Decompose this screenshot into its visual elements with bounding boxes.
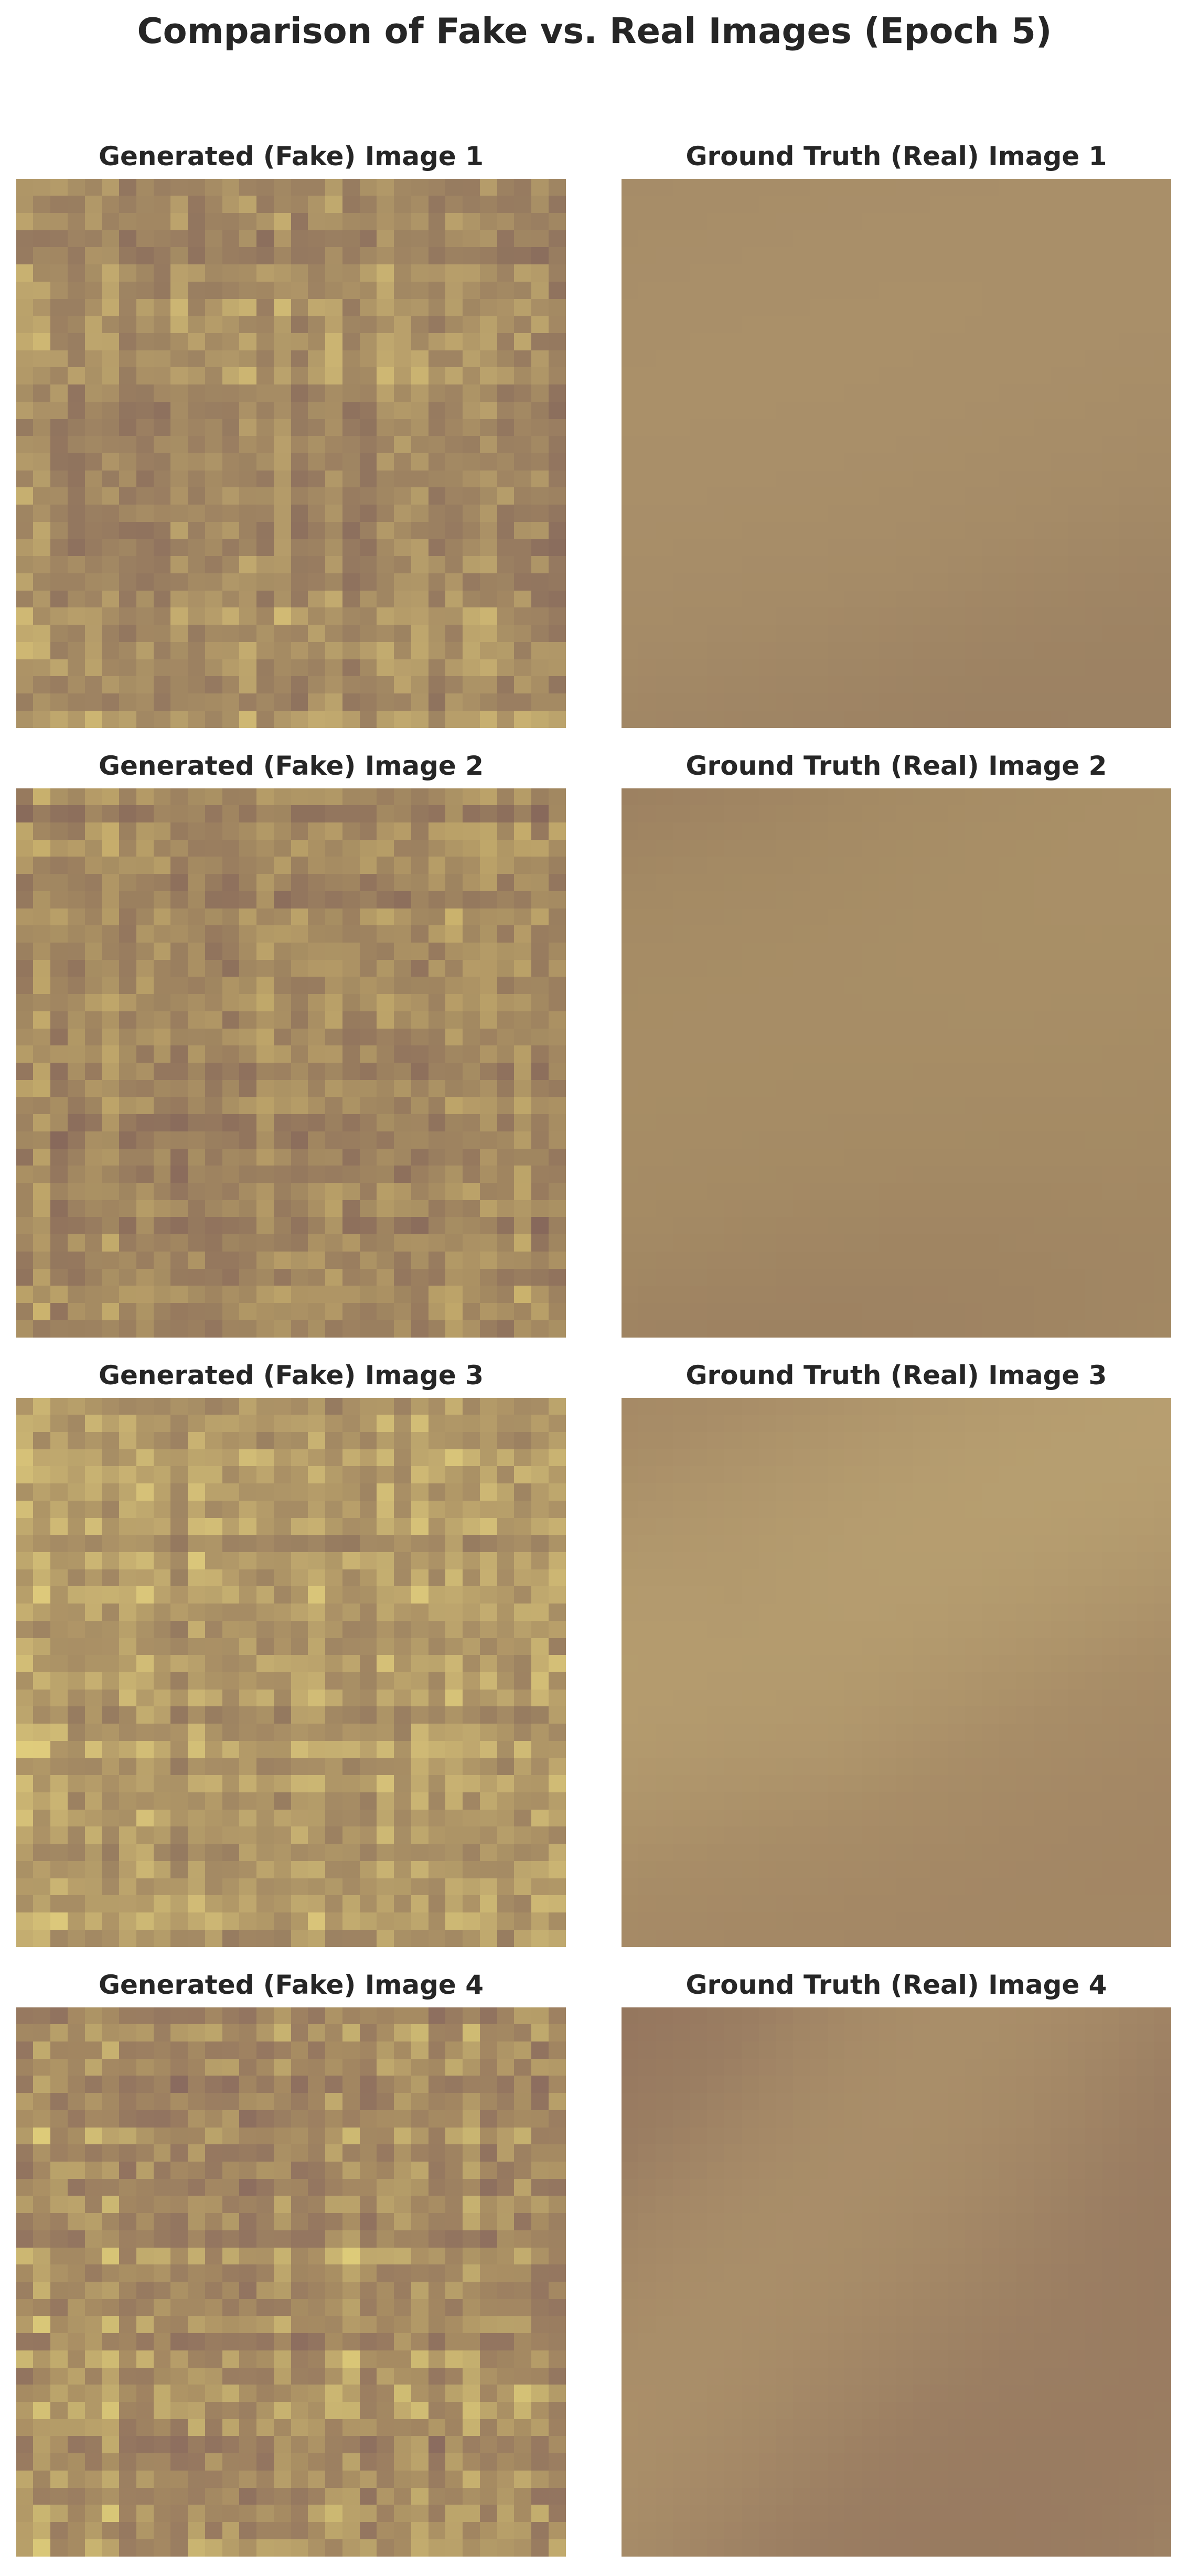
fake-image-title-4: Generated (Fake) Image 4 — [98, 1970, 484, 2000]
fake-image-title-2: Generated (Fake) Image 2 — [98, 751, 484, 781]
real-image-title-2: Ground Truth (Real) Image 2 — [685, 751, 1107, 781]
real-image-title-1: Ground Truth (Real) Image 1 — [685, 141, 1107, 172]
fake-image-3 — [16, 1398, 566, 1947]
real-image-panel-3: Ground Truth (Real) Image 3 — [622, 1360, 1171, 1947]
fake-image-4 — [16, 2007, 566, 2557]
real-image-2 — [622, 788, 1171, 1338]
fake-image-panel-1: Generated (Fake) Image 1 — [16, 141, 566, 728]
real-image-3 — [622, 1398, 1171, 1947]
real-image-1 — [622, 179, 1171, 728]
real-image-title-3: Ground Truth (Real) Image 3 — [685, 1360, 1107, 1391]
figure-title: Comparison of Fake vs. Real Images (Epoc… — [137, 10, 1052, 51]
real-image-panel-1: Ground Truth (Real) Image 1 — [622, 141, 1171, 728]
real-image-title-4: Ground Truth (Real) Image 4 — [685, 1970, 1107, 2000]
fake-image-title-1: Generated (Fake) Image 1 — [98, 141, 484, 172]
fake-image-panel-2: Generated (Fake) Image 2 — [16, 751, 566, 1338]
real-image-panel-2: Ground Truth (Real) Image 2 — [622, 751, 1171, 1338]
real-image-panel-4: Ground Truth (Real) Image 4 — [622, 1970, 1171, 2557]
fake-image-panel-3: Generated (Fake) Image 3 — [16, 1360, 566, 1947]
fake-image-title-3: Generated (Fake) Image 3 — [98, 1360, 484, 1391]
fake-image-panel-4: Generated (Fake) Image 4 — [16, 1970, 566, 2557]
real-image-4 — [622, 2007, 1171, 2557]
fake-image-2 — [16, 788, 566, 1338]
fake-image-1 — [16, 179, 566, 728]
